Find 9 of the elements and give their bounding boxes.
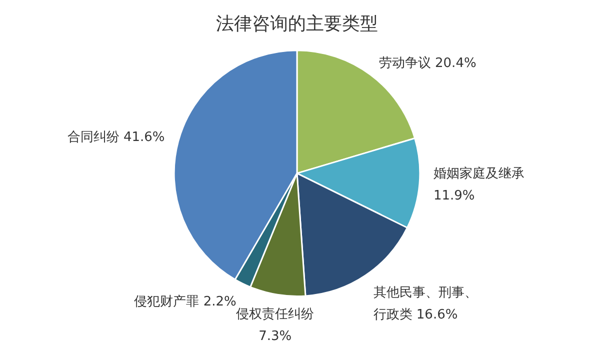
chart-title: 法律咨询的主要类型 [216,13,378,34]
slice-label: 劳动争议 20.4% [378,56,476,71]
slice-label: 合同纠纷 41.6% [67,130,165,145]
slice-label: 侵犯财产罪 2.2% [134,294,236,310]
data-label: 11.9% [433,188,475,204]
slice-label: 侵权责任纠纷 [236,306,314,322]
data-label: 7.3% [258,328,292,344]
slice-label: 婚姻家庭及继承 [433,165,524,182]
slice-label: 其他民事、刑事、行政类 16.6% [373,285,478,322]
